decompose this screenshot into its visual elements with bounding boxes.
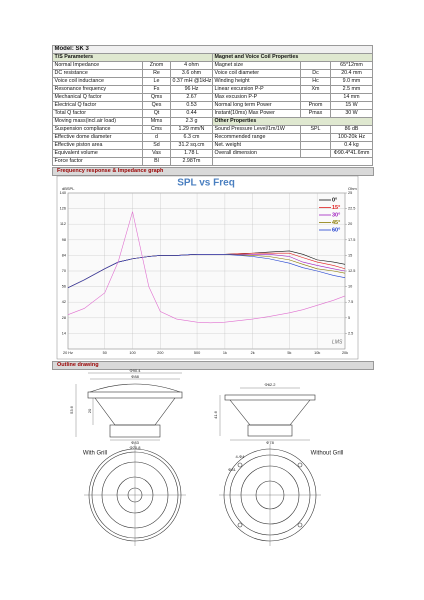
mount-hole [237,462,243,468]
table-row: DC resistance Re 3.6 ohm Voice coil diamete… [52,69,373,78]
legend-label: 0° [332,197,337,203]
y2-axis-label: Ohm [348,186,357,191]
dimension-label: Φ90.4 [130,368,142,373]
dome [89,383,181,393]
chart-title: SPL vs Freq [177,178,235,189]
x-tick-label: 500 [194,351,200,355]
dimension-label: Φ88 [131,374,139,379]
y2-tick-label: 17.5 [348,238,355,242]
y2-tick-label: 5 [348,316,350,320]
flange [224,394,316,401]
dimension-label: 41.6 [213,410,218,419]
y2-tick-label: 15 [348,253,352,257]
mount-hole [297,522,303,528]
dimension-label: Φ62.2 [265,382,277,387]
series-line [67,253,346,288]
mount-hole [297,462,303,468]
y-tick-label: 56 [62,285,66,289]
y-tick-label: 98 [62,238,66,242]
x-tick-label: 20k [342,351,348,355]
y-tick-label: 126 [60,207,66,211]
x-tick-label: 100 [129,351,135,355]
dimension-label: 20 [87,408,92,413]
table-row: Electrical Q factor Qes 0.53 Normal long te… [52,101,373,110]
dimension-label: 4-Φ4 [236,454,246,459]
basket [229,399,311,426]
table-row: Voice coil inductance Le 0.37 mH @1kHz Wind… [52,77,373,86]
series-line [67,211,346,324]
y-axis-label: dBSPL [62,186,75,191]
magnet [247,424,293,437]
y2-tick-label: 7.5 [348,300,353,304]
caption: With Grill [83,451,107,457]
y2-tick-label: 12.5 [348,269,355,273]
x-tick-label: 5k [287,351,291,355]
y2-tick-label: 25 [348,191,352,195]
y-tick-label: 42 [62,300,66,304]
legend-label: 30° [332,212,340,218]
x-tick-label: 20 Hz [63,351,73,355]
watermark: LMS [332,339,343,345]
y-tick-label: 84 [62,253,66,257]
mount-hole [237,522,243,528]
legend-label: 60° [332,227,340,233]
legend-label: 15° [332,205,340,211]
magnet [109,424,161,438]
x-tick-label: 50 [103,351,107,355]
table-row: Suspension compliance Cms 1.29 mm/N Sound P… [52,125,373,134]
caption: Without Grill [311,451,344,457]
y2-tick-label: 22.5 [348,207,355,211]
legend-label: 45° [332,220,340,226]
y-tick-label: 140 [60,191,66,195]
x-tick-label: 10k [314,351,320,355]
y-tick-label: 28 [62,316,66,320]
dimension-label: 53.6 [69,405,74,414]
y-tick-label: 112 [60,222,66,226]
y2-tick-label: 10 [348,285,352,289]
table-cell [212,157,373,166]
spec-table-body: Model: SK 3 T/S Parameters Magnet and Vo… [52,45,373,166]
section-header: Outline drawing [52,361,374,370]
spec-table: Model: SK 3 T/S Parameters Magnet and Vo… [52,45,373,166]
outline-drawing [75,372,321,546]
y2-tick-label: 2.5 [348,331,353,335]
table-row: Force factor Bl 2.98Tm [52,157,373,166]
dimension-label: Φ70.8 [130,445,142,450]
dimension-label: Φ83 [131,440,139,445]
x-tick-label: 2k [251,351,255,355]
y2-tick-label: 20 [348,222,352,226]
basket [94,397,176,426]
flange [87,391,183,399]
x-tick-label: 200 [157,351,163,355]
dimension-label: Φ81 [228,467,236,472]
dimension-label: Φ78 [266,440,274,445]
section-header: Frequency response & Impedance graph [52,167,374,176]
x-tick-label: 1k [223,351,227,355]
y-tick-label: 14 [62,331,66,335]
y-tick-label: 70 [62,269,66,273]
